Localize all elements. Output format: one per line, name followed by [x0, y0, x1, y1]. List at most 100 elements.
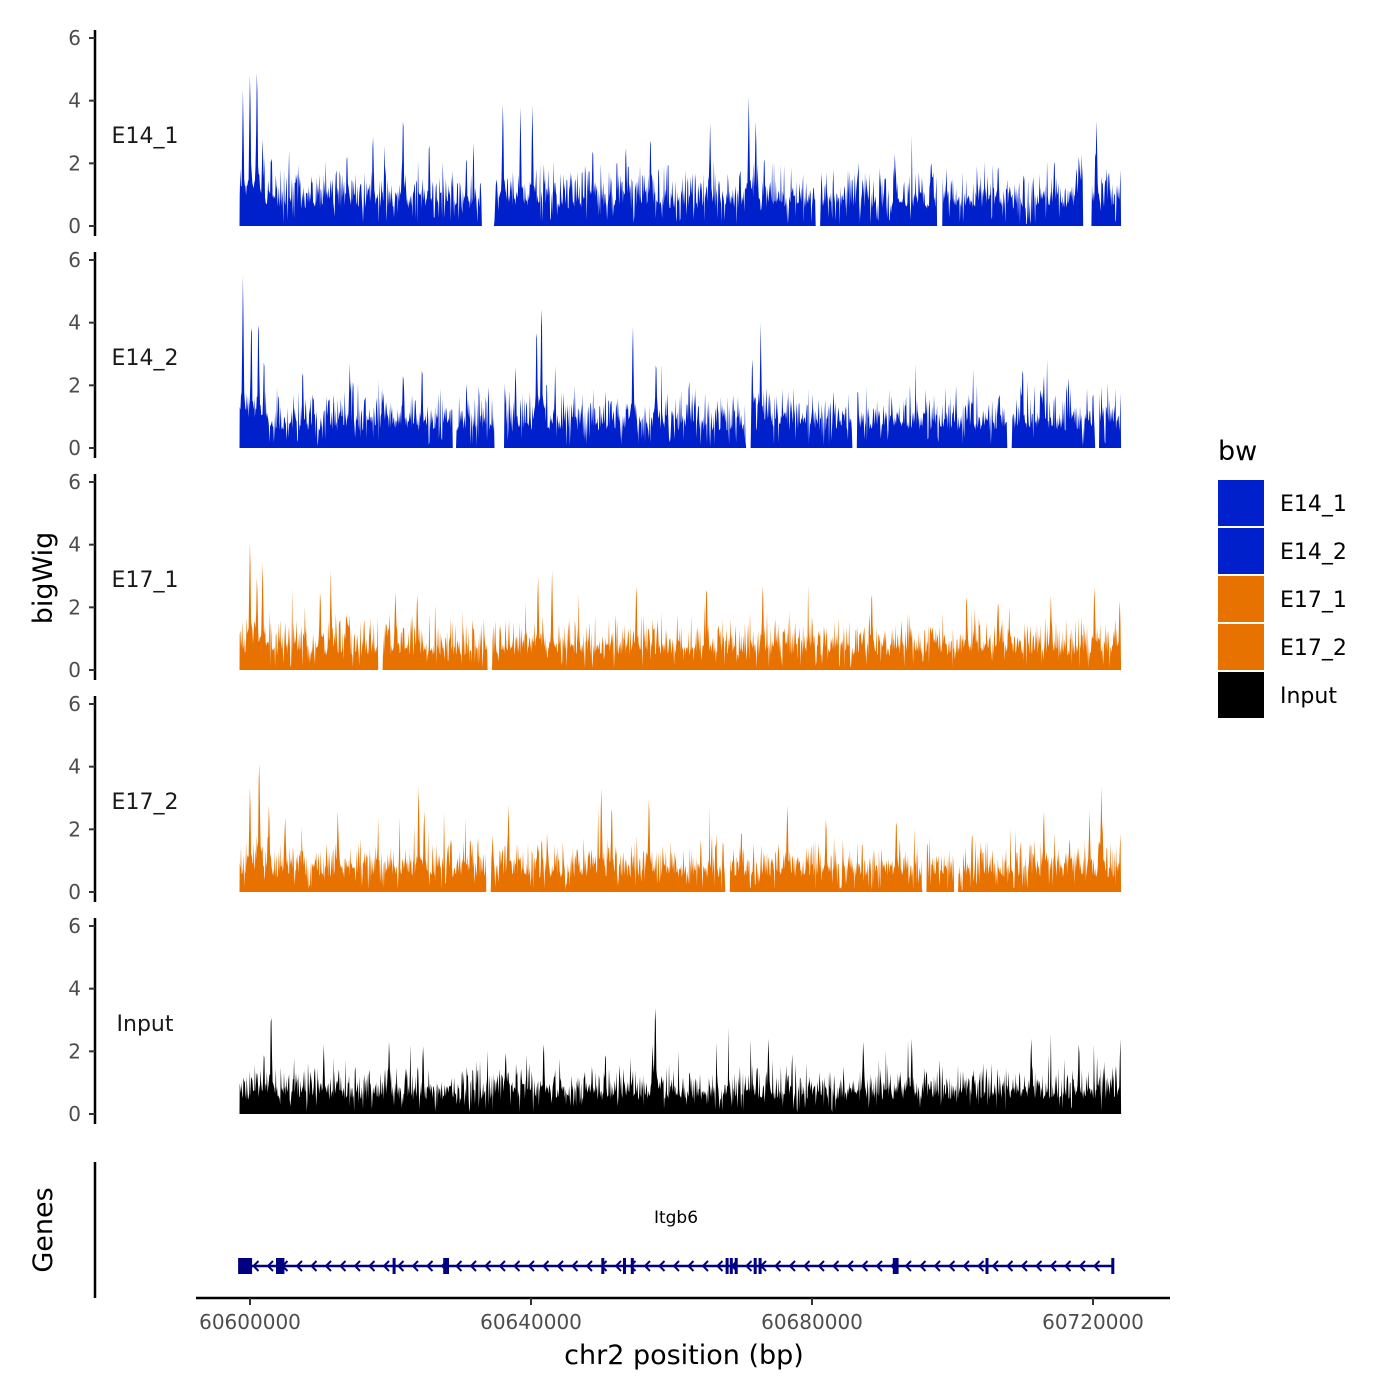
gene-exon: [734, 1258, 738, 1274]
legend-swatch: [1218, 480, 1264, 526]
gene-exon: [725, 1258, 729, 1274]
strand-arrow: [846, 1260, 854, 1272]
strand-arrow: [687, 1260, 695, 1272]
x-axis: 60600000 60640000 60680000 60720000: [196, 1296, 1170, 1334]
legend-swatch: [1218, 672, 1264, 718]
track-label: E17_1: [112, 568, 179, 593]
strand-arrow: [1020, 1260, 1028, 1272]
strand-arrow: [629, 1260, 637, 1272]
gene-exon: [276, 1258, 285, 1274]
strand-arrow: [701, 1260, 709, 1272]
strand-arrow: [991, 1260, 999, 1272]
y-tick-label: 4: [68, 533, 81, 557]
strand-arrow: [1064, 1260, 1072, 1272]
genes-axis-title: Genes: [28, 1187, 59, 1272]
signal-area-e17-2: [239, 763, 1122, 892]
gene-exon: [985, 1258, 989, 1274]
track-label: E14_2: [112, 346, 179, 371]
gene-exon: [446, 1258, 449, 1274]
track-label: Input: [117, 1012, 174, 1037]
strand-arrow: [861, 1260, 869, 1272]
gene-exon: [238, 1258, 253, 1274]
y-axis-title: bigWig: [28, 532, 59, 625]
strand-arrow: [571, 1260, 579, 1272]
strand-arrow: [585, 1260, 593, 1272]
y-tick-label: 2: [68, 595, 81, 619]
gene-exon: [601, 1258, 605, 1274]
track-label: E17_2: [112, 790, 179, 815]
y-tick-label: 2: [68, 1039, 81, 1063]
strand-arrow: [875, 1260, 883, 1272]
x-axis-title: chr2 position (bp): [564, 1340, 804, 1371]
legend-title: bw: [1218, 436, 1257, 467]
strand-arrow: [324, 1260, 332, 1272]
x-tick-label: 60720000: [1042, 1310, 1144, 1334]
strand-arrow: [803, 1260, 811, 1272]
gene-panel: Itgb6: [93, 1162, 1115, 1298]
x-tick-label: 60640000: [480, 1310, 582, 1334]
track-e14-1: 0 2 4 6 E14_1: [68, 26, 1122, 238]
track-e17-2: 0 2 4 6 E17_2: [68, 692, 1122, 904]
strand-arrow: [1093, 1260, 1101, 1272]
strand-arrow: [672, 1260, 680, 1272]
strand-arrow: [556, 1260, 564, 1272]
legend: bw E14_1 E14_2 E17_1 E17_2 Input: [1218, 436, 1347, 718]
strand-arrow: [643, 1260, 651, 1272]
track-input: 0 2 4 6 Input: [68, 914, 1122, 1126]
signal-area-e17-1: [239, 542, 1122, 670]
strand-arrow: [745, 1260, 753, 1272]
signal-area-input: [239, 1008, 1122, 1114]
strand-arrow: [527, 1260, 535, 1272]
strand-arrow: [948, 1260, 956, 1272]
strand-arrow: [266, 1260, 274, 1272]
y-tick-label: 4: [68, 311, 81, 335]
strand-arrow: [788, 1260, 796, 1272]
track-label: E14_1: [112, 124, 179, 149]
y-tick-label: 0: [68, 880, 81, 904]
legend-label: E14_2: [1280, 540, 1347, 565]
strand-arrow: [977, 1260, 985, 1272]
track-e17-1: 0 2 4 6 E17_1: [68, 470, 1122, 682]
strand-arrow: [716, 1260, 724, 1272]
strand-arrow: [498, 1260, 506, 1272]
y-tick-label: 2: [68, 817, 81, 841]
strand-arrow: [252, 1260, 260, 1272]
y-tick-label: 6: [68, 248, 81, 272]
y-tick-label: 4: [68, 755, 81, 779]
y-tick-label: 0: [68, 214, 81, 238]
x-tick-label: 60680000: [761, 1310, 863, 1334]
y-tick-label: 6: [68, 26, 81, 50]
y-tick-label: 0: [68, 1102, 81, 1126]
y-tick-label: 0: [68, 658, 81, 682]
x-tick-label: 60600000: [199, 1310, 301, 1334]
legend-label: Input: [1280, 684, 1337, 709]
strand-arrow: [933, 1260, 941, 1272]
strand-arrow: [1006, 1260, 1014, 1272]
gene-exon: [623, 1258, 626, 1274]
gene-exon: [892, 1258, 896, 1274]
strand-arrow: [658, 1260, 666, 1272]
y-tick-label: 2: [68, 373, 81, 397]
signal-area-e14-2: [239, 276, 1122, 448]
gene-exon: [729, 1258, 733, 1274]
signal-area-e14-1: [239, 72, 1122, 226]
y-tick-label: 6: [68, 914, 81, 938]
strand-arrow: [919, 1260, 927, 1272]
gene-exon: [758, 1258, 762, 1274]
strand-arrow: [469, 1260, 477, 1272]
strand-arrow: [513, 1260, 521, 1272]
strand-arrow: [426, 1260, 434, 1272]
y-tick-label: 6: [68, 692, 81, 716]
strand-arrow: [832, 1260, 840, 1272]
y-tick-label: 0: [68, 436, 81, 460]
strand-arrow: [295, 1260, 303, 1272]
y-tick-label: 4: [68, 977, 81, 1001]
legend-swatch: [1218, 624, 1264, 670]
y-tick-label: 6: [68, 470, 81, 494]
strand-arrow: [397, 1260, 405, 1272]
strand-arrow: [353, 1260, 361, 1272]
gene-exon: [1111, 1258, 1115, 1274]
y-tick-label: 4: [68, 89, 81, 113]
legend-label: E17_1: [1280, 588, 1347, 613]
